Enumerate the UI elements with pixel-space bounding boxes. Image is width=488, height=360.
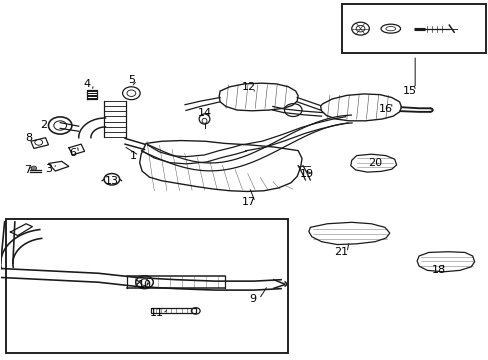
Bar	[341, 4, 485, 53]
Text: 1: 1	[129, 150, 137, 161]
Text: 3: 3	[45, 164, 52, 174]
Text: 12: 12	[241, 82, 255, 93]
Text: 10: 10	[137, 280, 151, 290]
Text: 11: 11	[149, 309, 163, 318]
Text: 7: 7	[24, 165, 31, 175]
Text: 13: 13	[104, 176, 119, 186]
Text: 5: 5	[128, 75, 135, 85]
Text: 16: 16	[378, 104, 392, 114]
Text: 4: 4	[84, 79, 91, 89]
Text: 2: 2	[40, 121, 47, 130]
Text: 19: 19	[299, 168, 313, 179]
Text: 6: 6	[69, 148, 76, 158]
Text: 14: 14	[197, 108, 211, 118]
Text: 17: 17	[242, 197, 256, 207]
Circle shape	[31, 166, 37, 170]
Text: 8: 8	[25, 133, 33, 143]
Text: 18: 18	[430, 265, 445, 275]
Bar	[5, 220, 288, 353]
Text: 15: 15	[403, 86, 416, 96]
Text: 21: 21	[333, 247, 347, 257]
Text: 9: 9	[249, 294, 256, 304]
Text: 20: 20	[367, 158, 382, 168]
